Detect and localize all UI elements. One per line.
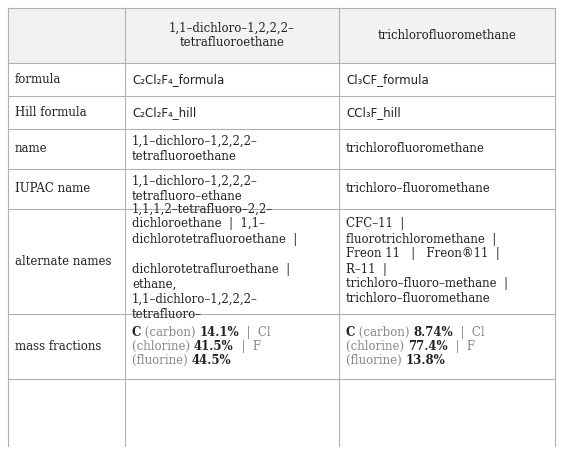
Text: alternate names: alternate names — [15, 255, 111, 268]
Text: 77.4%: 77.4% — [408, 340, 448, 353]
Text: trichlorofluoromethane: trichlorofluoromethane — [346, 142, 485, 156]
Bar — [8, 169, 555, 209]
Text: |  Cl: | Cl — [453, 326, 485, 339]
Text: 41.5%: 41.5% — [194, 340, 234, 353]
Text: CFC–11  |
fluorotrichloromethane  |
Freon 11   |   Freon®11  |
R–11  |
trichloro: CFC–11 | fluorotrichloromethane | Freon … — [346, 217, 508, 305]
Text: C₂Cl₂F₄_hill: C₂Cl₂F₄_hill — [132, 106, 196, 119]
Text: trichlorofluoromethane: trichlorofluoromethane — [378, 29, 516, 42]
Text: (fluorine): (fluorine) — [132, 354, 191, 367]
Text: 1,1–dichloro–1,2,2,2–
tetrafluoroethane: 1,1–dichloro–1,2,2,2– tetrafluoroethane — [169, 21, 295, 50]
Text: C: C — [132, 326, 141, 339]
Bar — [8, 314, 555, 379]
Text: (chlorine): (chlorine) — [132, 340, 194, 353]
Bar — [8, 63, 555, 96]
Text: 44.5%: 44.5% — [191, 354, 231, 367]
Text: C₂Cl₂F₄_formula: C₂Cl₂F₄_formula — [132, 73, 224, 86]
Text: 8.74%: 8.74% — [414, 326, 453, 339]
Bar — [8, 96, 555, 129]
Text: |  F: | F — [448, 340, 475, 353]
Text: CCl₃F_hill: CCl₃F_hill — [346, 106, 401, 119]
Text: 14.1%: 14.1% — [200, 326, 239, 339]
Text: Cl₃CF_formula: Cl₃CF_formula — [346, 73, 429, 86]
Text: trichloro–fluoromethane: trichloro–fluoromethane — [346, 182, 491, 196]
Text: (carbon): (carbon) — [141, 326, 200, 339]
Bar — [8, 8, 555, 63]
Text: |  F: | F — [234, 340, 261, 353]
Bar — [8, 129, 555, 169]
Text: IUPAC name: IUPAC name — [15, 182, 90, 196]
Text: name: name — [15, 142, 48, 156]
Text: (fluorine): (fluorine) — [346, 354, 405, 367]
Text: |  Cl: | Cl — [239, 326, 271, 339]
Text: 1,1–dichloro–1,2,2,2–
tetrafluoro–ethane: 1,1–dichloro–1,2,2,2– tetrafluoro–ethane — [132, 175, 258, 203]
Text: 1,1,1,2–tetrafluoro–2,2–
dichloroethane  |  1,1–
dichlorotetrafluoroethane  |

d: 1,1,1,2–tetrafluoro–2,2– dichloroethane … — [132, 202, 297, 320]
Text: mass fractions: mass fractions — [15, 340, 101, 353]
Text: (carbon): (carbon) — [355, 326, 414, 339]
Text: Hill formula: Hill formula — [15, 106, 87, 119]
Text: 1,1–dichloro–1,2,2,2–
tetrafluoroethane: 1,1–dichloro–1,2,2,2– tetrafluoroethane — [132, 135, 258, 163]
Text: C: C — [346, 326, 355, 339]
Text: 13.8%: 13.8% — [405, 354, 445, 367]
Bar — [8, 209, 555, 314]
Text: formula: formula — [15, 73, 61, 86]
Text: (chlorine): (chlorine) — [346, 340, 408, 353]
